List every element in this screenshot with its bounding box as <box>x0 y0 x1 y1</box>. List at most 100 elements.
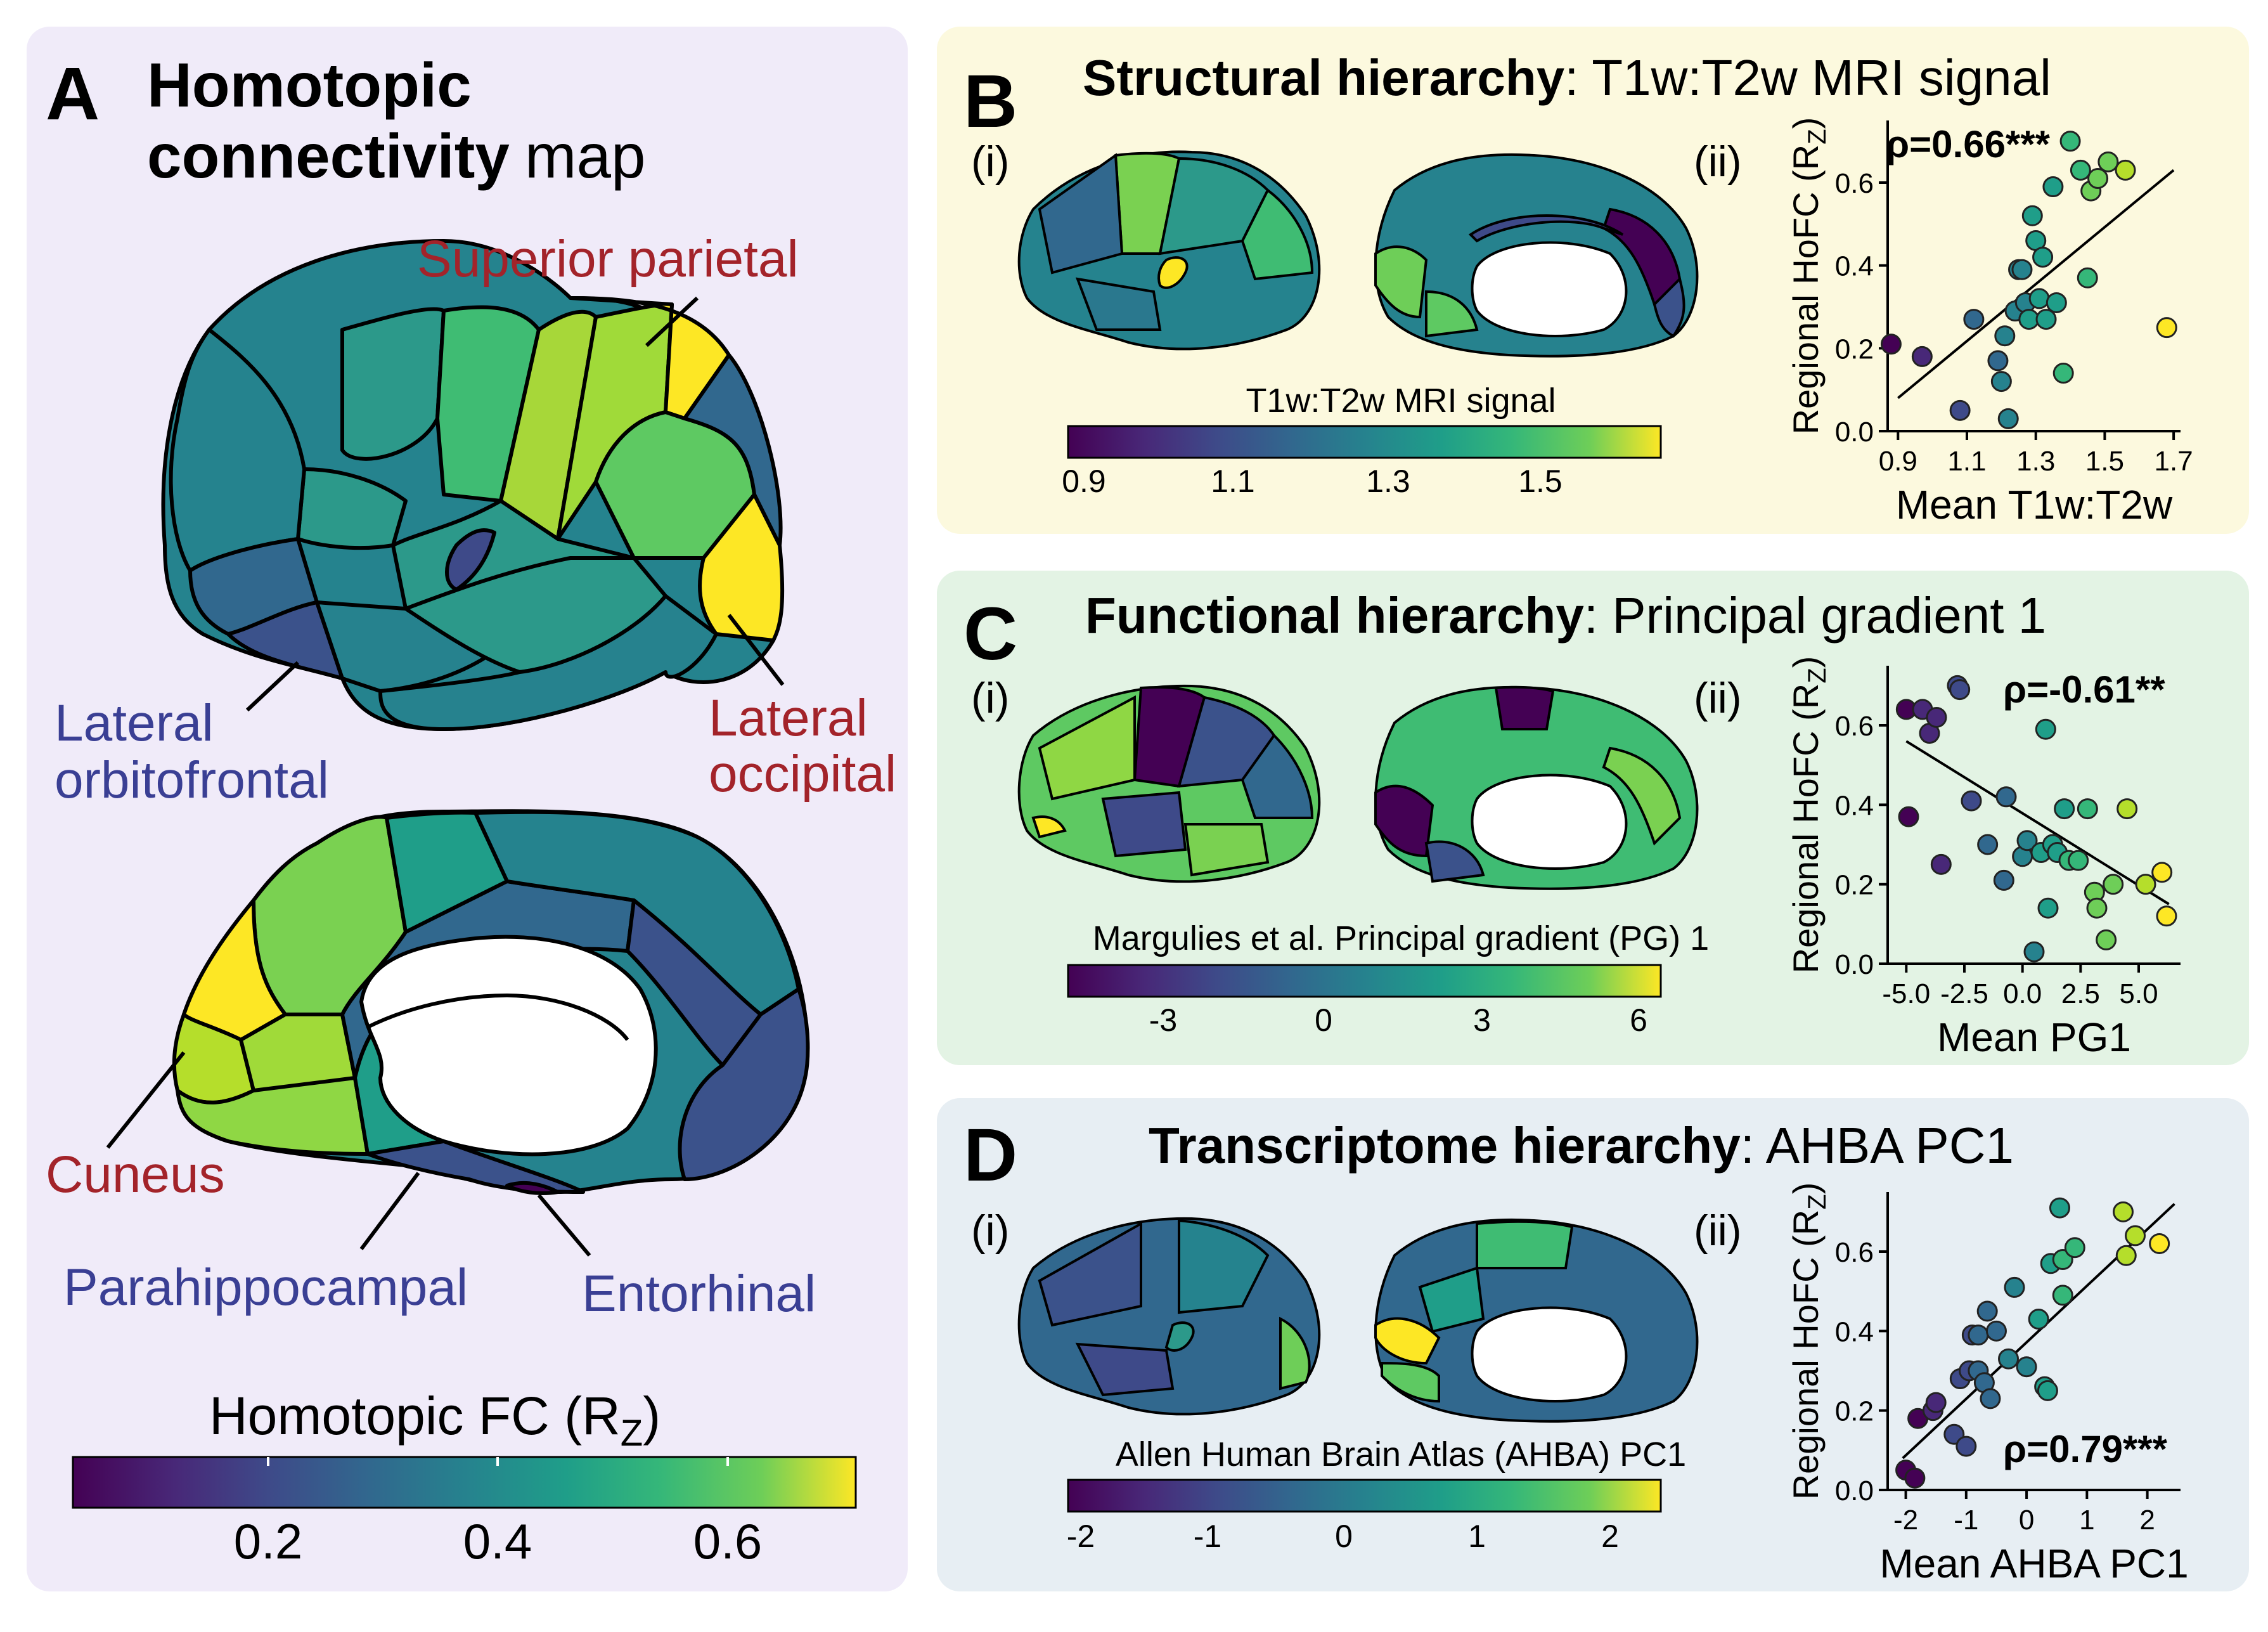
colorbar-a <box>72 1456 857 1509</box>
y-tick-label: 0.0 <box>1835 417 1874 448</box>
colorbar-a-ticks <box>267 1457 729 1466</box>
x-tick-label: -1 <box>1954 1505 1978 1536</box>
y-axis-label: Regional HoFC (RZ) <box>1786 656 1831 974</box>
panel-d-sub-i: (i) <box>971 1207 1009 1255</box>
colorbar-b <box>1067 425 1662 459</box>
panel-c-sub-ii: (ii) <box>1694 674 1742 722</box>
scatter-point <box>1976 1300 1998 1322</box>
scatter-point <box>2115 1245 2137 1266</box>
scatter-plot-d: 0.0 0.2 0.4 0.6 -2 -1 0 1 2 Mean AHBA PC1 Regional… <box>1786 1182 2189 1586</box>
scatter-point <box>2016 1356 2037 1378</box>
scatter-point <box>1904 1467 1926 1489</box>
x-tick-label: 1 <box>2079 1505 2094 1536</box>
scatter-point <box>2077 267 2098 288</box>
panel-a-leaders <box>106 296 785 1257</box>
scatter-point <box>1956 1435 1977 1457</box>
label-entorhinal: Entorhinal <box>582 1265 816 1323</box>
scatter-plot-c: 0.0 0.2 0.4 0.6 -5.0 -2.5 0.0 2.5 5.0 Mean PG1 Reg… <box>1786 656 2181 1060</box>
scatter-point <box>2049 1197 2070 1219</box>
scatter-point <box>2064 1237 2085 1259</box>
lateral-brain-a <box>161 239 785 731</box>
colorbar-d-tick-3: 1 <box>1468 1519 1486 1554</box>
colorbar-d-tick-2: 0 <box>1335 1519 1353 1554</box>
panel-a-title-rest: map <box>525 121 646 191</box>
colorbar-b-title: T1w:T2w MRI signal <box>1246 382 1556 420</box>
scatter-point <box>1998 1348 2020 1370</box>
panel-a-letter: A <box>46 52 100 136</box>
scatter-point <box>1963 309 1985 330</box>
panel-a-title-bold: connectivity <box>147 121 510 191</box>
scatter-point <box>2054 798 2075 820</box>
scatter-point <box>1987 350 2009 372</box>
y-tick-label: 0.6 <box>1835 1237 1874 1268</box>
colorbar-d-title: Allen Human Brain Atlas (AHBA) PC1 <box>1116 1435 1686 1473</box>
scatter-point <box>1949 399 1971 421</box>
brain-b-lateral <box>1017 150 1321 351</box>
colorbar-b-tick-3: 1.5 <box>1518 463 1562 499</box>
colorbar-a-tick-0: 0.2 <box>234 1513 302 1569</box>
scatter-point <box>1995 786 2017 808</box>
scatter-point <box>2016 830 2038 852</box>
y-tick-label: 0.0 <box>1835 949 1874 980</box>
x-tick-label: -5.0 <box>1882 978 1930 1009</box>
x-tick-label: 5.0 <box>2119 978 2158 1009</box>
scatter-point <box>1930 853 1952 875</box>
x-tick-label: 0 <box>2019 1505 2034 1536</box>
colorbar-c-tick-2: 3 <box>1473 1002 1491 1038</box>
scatter-point <box>2086 897 2108 919</box>
colorbar-c <box>1067 964 1662 998</box>
scatter-point <box>1980 1388 2001 1409</box>
y-axis-label-main: Regional HoFC (R <box>1786 1210 1826 1500</box>
scatter-point <box>1880 334 1902 355</box>
scatter-point <box>1994 325 2016 347</box>
regression-line <box>1905 740 2170 905</box>
label-lateral-occipital-1: Lateral <box>709 689 868 747</box>
x-tick-label: -2 <box>1893 1505 1918 1536</box>
x-tick-label: 0.9 <box>1879 446 1917 477</box>
scatter-point <box>2052 1285 2073 1306</box>
scatter-point <box>2035 309 2057 330</box>
panel-c-sub-i: (i) <box>971 674 1009 722</box>
panel-d-sub-ii: (ii) <box>1694 1207 1742 1255</box>
scatter-point <box>1985 1320 2007 1342</box>
scatter-point <box>1926 706 1947 728</box>
scatter-point <box>2097 151 2119 172</box>
x-tick-label: 1.3 <box>2016 446 2055 477</box>
y-tick-label: 0.6 <box>1835 711 1874 742</box>
panel-b-sub-i: (i) <box>971 138 1009 186</box>
scatter-point <box>1925 1392 1947 1413</box>
scatter-point <box>2077 798 2098 820</box>
label-lateral-orbitofrontal-1: Lateral <box>55 694 214 752</box>
scatter-point <box>2068 850 2089 871</box>
scatter-point <box>2035 718 2056 740</box>
x-tick-label: 2 <box>2139 1505 2155 1536</box>
x-tick-label: 0.0 <box>2003 978 2042 1009</box>
x-tick-label: 2.5 <box>2061 978 2100 1009</box>
scatter-point <box>2156 317 2177 339</box>
medial-brain-a <box>172 809 810 1195</box>
y-tick-label: 0.2 <box>1835 1396 1874 1427</box>
scatter-point <box>1997 408 2019 429</box>
colorbar-d-tick-4: 2 <box>1601 1519 1619 1554</box>
regression-line <box>1897 169 2175 399</box>
scatter-point <box>2113 1201 2134 1222</box>
scatter-point <box>2046 292 2067 313</box>
y-axis-label-sub: Z <box>1803 668 1831 683</box>
x-axis-label: Mean AHBA PC1 <box>1879 1541 2188 1586</box>
label-lateral-orbitofrontal-2: orbitofrontal <box>55 751 329 809</box>
y-axis-label-end: ) <box>1786 117 1826 129</box>
panel-c-title: Functional hierarchy: Principal gradient… <box>1085 587 2046 644</box>
colorbar-c-title: Margulies et al. Principal gradient (PG)… <box>1093 919 1709 957</box>
y-axis-label: Regional HoFC (RZ) <box>1786 117 1831 435</box>
scatter-point <box>2115 159 2136 181</box>
panel-b-letter: B <box>963 60 1017 143</box>
rho-d: ρ=0.79*** <box>2003 1428 2168 1470</box>
scatter-point <box>2032 247 2054 268</box>
label-superior-parietal: Superior parietal <box>417 230 799 288</box>
y-axis-label-end: ) <box>1786 1182 1826 1195</box>
scatter-point <box>2156 905 2177 927</box>
panel-c-letter: C <box>963 592 1017 676</box>
colorbar-d-tick-1: -1 <box>1194 1519 1221 1554</box>
scatter-point <box>2087 167 2109 189</box>
